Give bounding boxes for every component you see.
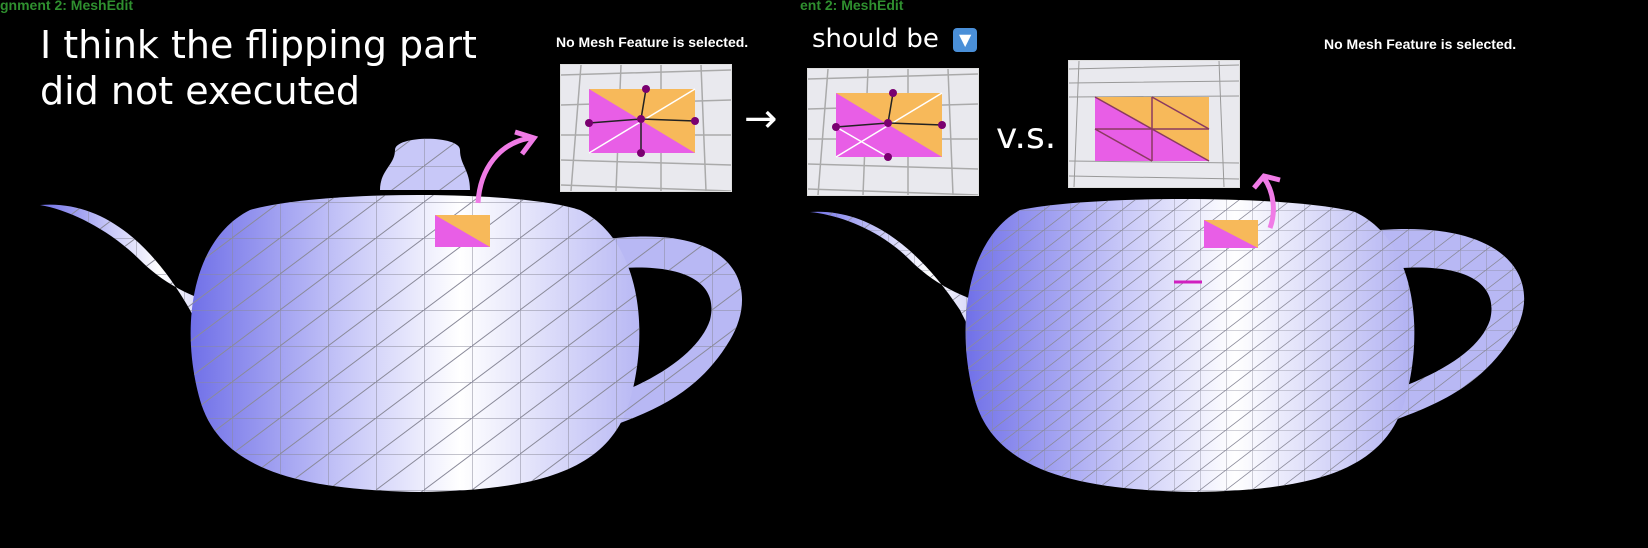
main-note-text: I think the flipping part did not execut… xyxy=(40,23,477,113)
zoom-before-flip xyxy=(560,64,732,192)
left-window-title: gnment 2: MeshEdit xyxy=(0,0,134,13)
should-be-label: should be ▼ xyxy=(812,24,978,54)
vs-label: v.s. xyxy=(996,116,1057,157)
right-window-title: ent 2: MeshEdit xyxy=(800,0,904,13)
zoom-actual-result xyxy=(1068,60,1240,188)
right-status-text: No Mesh Feature is selected. xyxy=(1324,36,1517,52)
teapot-coarse-mesh[interactable] xyxy=(40,130,780,530)
zoom-expected xyxy=(807,68,979,196)
callout-arrow-left xyxy=(475,129,539,204)
arrow-icon: → xyxy=(744,96,778,142)
callout-arrow-right xyxy=(1252,173,1281,229)
down-arrow-emoji-icon: ▼ xyxy=(953,27,978,52)
should-be-text: should be xyxy=(812,24,939,54)
left-status-text: No Mesh Feature is selected. xyxy=(556,34,749,50)
teapot-fine-mesh[interactable] xyxy=(810,190,1555,530)
